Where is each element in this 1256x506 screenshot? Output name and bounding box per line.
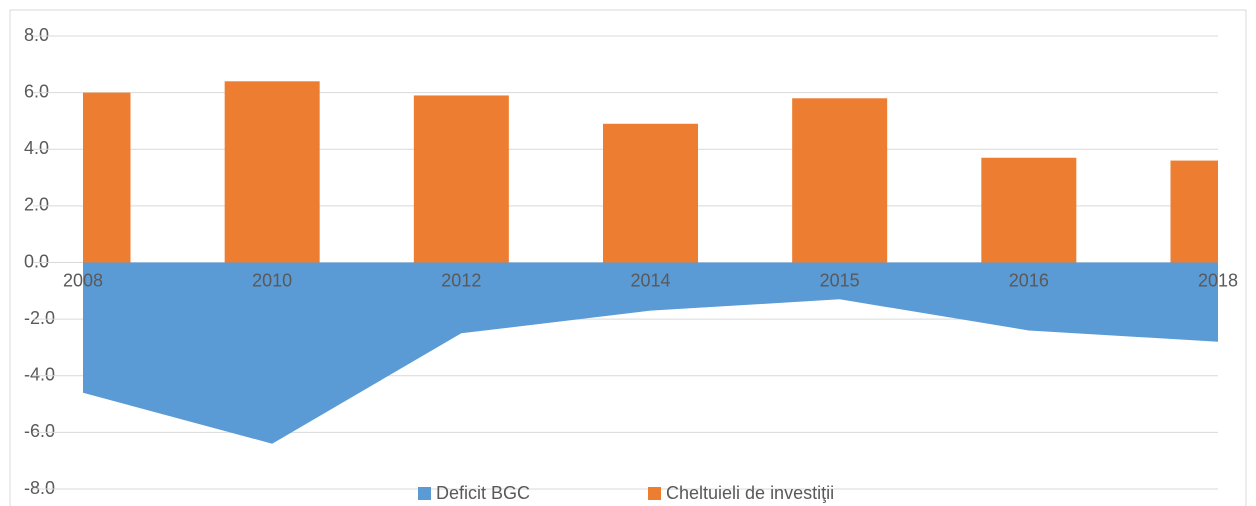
bar bbox=[224, 81, 320, 263]
y-tick-label: -4.0 bbox=[24, 365, 55, 385]
legend-label: Deficit BGC bbox=[436, 483, 530, 503]
x-tick-label: 2015 bbox=[820, 270, 860, 290]
x-tick-label: 2014 bbox=[630, 270, 670, 290]
x-tick-label: 2018 bbox=[1198, 270, 1238, 290]
y-tick-label: 0.0 bbox=[24, 251, 49, 271]
legend-label: Cheltuieli de investiţii bbox=[666, 483, 834, 503]
y-tick-label: 2.0 bbox=[24, 195, 49, 215]
x-tick-label: 2012 bbox=[441, 270, 481, 290]
y-tick-label: -6.0 bbox=[24, 421, 55, 441]
bar bbox=[981, 157, 1077, 263]
legend-swatch bbox=[648, 487, 661, 500]
bar bbox=[1170, 160, 1218, 263]
bar bbox=[83, 92, 131, 263]
y-tick-label: 8.0 bbox=[24, 25, 49, 45]
x-tick-label: 2016 bbox=[1009, 270, 1049, 290]
plot-area bbox=[83, 81, 1218, 444]
y-tick-label: -2.0 bbox=[24, 308, 55, 328]
area bbox=[83, 262, 1218, 444]
y-tick-label: -8.0 bbox=[24, 478, 55, 498]
bar bbox=[413, 95, 509, 263]
x-tick-label: 2008 bbox=[63, 270, 103, 290]
bar bbox=[792, 98, 888, 263]
legend-swatch bbox=[418, 487, 431, 500]
x-tick-label: 2010 bbox=[252, 270, 292, 290]
bar bbox=[603, 123, 698, 263]
y-tick-label: 6.0 bbox=[24, 81, 49, 101]
y-tick-label: 4.0 bbox=[24, 138, 49, 158]
